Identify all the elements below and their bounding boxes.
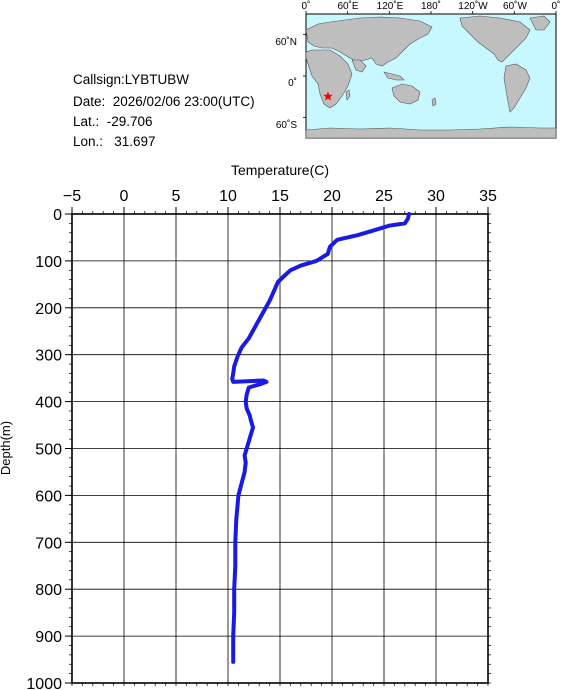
x-tick-label: −5	[63, 188, 81, 205]
y-tick-label: 600	[35, 488, 62, 505]
x-tick-label: 0	[120, 188, 129, 205]
south-america-landmass	[503, 63, 531, 113]
x-axis-label: Temperature(C)	[231, 162, 329, 178]
map-lat-label: 60˚S	[276, 119, 297, 131]
y-tick-labels: 0 100 200 300 400 500 600 700 800 900 1000	[26, 207, 62, 690]
x-tick-label: 35	[479, 188, 497, 205]
series-layer	[230, 212, 411, 664]
north-america-landmass	[459, 15, 531, 63]
australia-landmass	[391, 83, 421, 105]
map-land	[305, 15, 557, 139]
y-tick-label: 200	[35, 301, 62, 318]
y-axis-label: Depth(m)	[0, 421, 13, 475]
x-tick-label: 20	[323, 188, 341, 205]
india-landmass	[351, 59, 367, 73]
map-lon-label: 120˚E	[377, 0, 404, 12]
x-tick-labels: −5 0 5 10 15 20 25 30 35	[63, 188, 497, 205]
africa-landmass	[305, 49, 353, 109]
station-marker-icon	[323, 91, 333, 101]
map-ticks	[303, 11, 557, 118]
map-lon-label: 60˚W	[503, 0, 527, 12]
callsign-text: Callsign:LYBTUBW	[73, 72, 190, 87]
x-tick-label: 15	[271, 188, 289, 205]
y-tick-label: 300	[35, 348, 62, 365]
longitude-text: Lon.: 31.697	[73, 134, 156, 149]
x-tick-label: 30	[427, 188, 445, 205]
y-tick-label: 1000	[26, 676, 62, 690]
map-lat-label: 0˚	[288, 77, 297, 89]
antarctica-landmass	[305, 126, 557, 139]
y-tick-label: 500	[35, 442, 62, 459]
new-zealand-landmass	[431, 97, 437, 107]
latitude-text: Lat.: -29.706	[73, 114, 153, 129]
y-tick-label: 700	[35, 535, 62, 552]
map-lon-label: 0˚	[302, 0, 311, 12]
plot-frame	[71, 213, 489, 684]
map-lat-label: 60˚N	[275, 36, 297, 48]
indonesia-landmass	[383, 71, 405, 81]
date-text: Date: 2026/02/06 23:00(UTC)	[73, 94, 255, 109]
map-lon-label: 180˚	[421, 0, 441, 12]
map-lon-labels: 0˚ 60˚E 120˚E 180˚ 120˚W 60˚W 0˚	[302, 0, 561, 12]
y-tick-label: 0	[53, 207, 62, 224]
map-lat-labels: 60˚N 0˚ 60˚S	[275, 36, 297, 131]
y-tick-label: 900	[35, 629, 62, 646]
y-tick-label: 800	[35, 582, 62, 599]
greenland-landmass	[529, 15, 551, 31]
grid-lines	[65, 207, 489, 684]
x-tick-label: 25	[375, 188, 393, 205]
y-tick-label: 400	[35, 395, 62, 412]
madagascar-landmass	[345, 89, 351, 101]
eurasia-landmass	[305, 16, 433, 67]
map-lon-label: 0˚	[552, 0, 561, 12]
map-lon-label: 120˚W	[458, 0, 488, 12]
map-lon-label: 60˚E	[337, 0, 358, 12]
x-tick-label: 5	[172, 188, 181, 205]
y-tick-label: 100	[35, 254, 62, 271]
temperature-profile-line	[230, 212, 411, 664]
x-tick-label: 10	[219, 188, 237, 205]
